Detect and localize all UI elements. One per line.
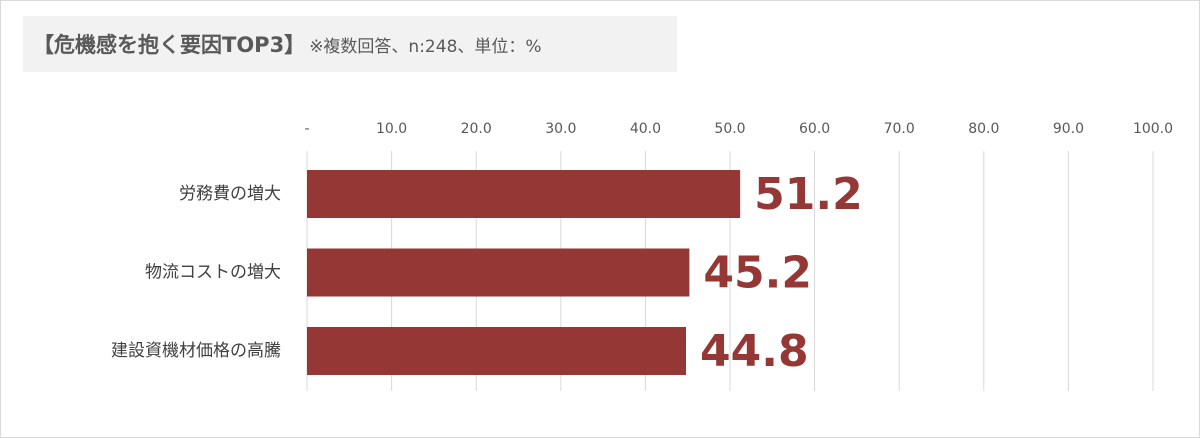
bar [307, 170, 741, 218]
x-tick-label: 60.0 [799, 121, 830, 137]
y-tick-label: 物流コストの増大 [145, 263, 281, 283]
x-tick-label: 80.0 [968, 121, 999, 137]
y-tick-label: 建設資機材価格の高騰 [111, 341, 281, 361]
title-box: 【危機感を抱く要因TOP3】 ※複数回答、n:248、単位：% [23, 16, 677, 72]
chart-title: 【危機感を抱く要因TOP3】 [33, 33, 306, 57]
bar [307, 248, 690, 297]
x-tick-label: - [304, 121, 309, 137]
bar [307, 327, 687, 375]
data-label: 45.2 [703, 248, 812, 299]
x-tick-label: 20.0 [461, 121, 492, 137]
data-label: 51.2 [754, 169, 863, 220]
x-tick-label: 10.0 [376, 121, 407, 137]
x-tick-label: 90.0 [1053, 121, 1084, 137]
x-tick-label: 50.0 [714, 121, 745, 137]
chart-subtitle: ※複数回答、n:248、単位：% [309, 36, 542, 57]
y-tick-label: 労務費の増大 [179, 184, 281, 204]
x-tick-label: 70.0 [884, 121, 915, 137]
x-tick-label: 100.0 [1133, 121, 1173, 137]
x-tick-label: 40.0 [630, 121, 661, 137]
x-tick-label: 30.0 [545, 121, 576, 137]
data-label: 44.8 [700, 326, 809, 377]
